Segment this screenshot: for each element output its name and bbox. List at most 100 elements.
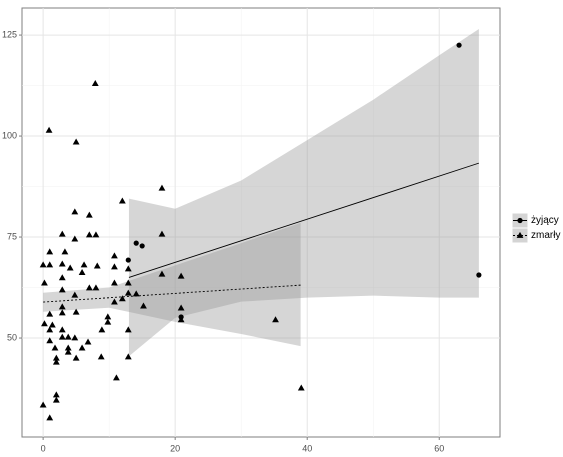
point	[456, 42, 462, 48]
y-tick-label: 100	[2, 130, 17, 140]
x-tick-label: 60	[434, 443, 444, 453]
point	[104, 313, 112, 320]
point	[58, 230, 66, 237]
point	[158, 230, 166, 237]
point	[113, 374, 120, 381]
point	[71, 235, 79, 242]
point	[66, 264, 74, 271]
point	[46, 326, 54, 333]
point	[158, 184, 166, 191]
point	[71, 208, 79, 215]
point	[97, 353, 105, 360]
point	[111, 298, 118, 305]
point	[52, 391, 60, 398]
point	[80, 261, 88, 268]
x-tick-label: 0	[41, 443, 46, 453]
point	[92, 231, 100, 238]
point	[84, 338, 92, 345]
point	[98, 326, 106, 333]
point	[272, 316, 279, 323]
point	[45, 126, 53, 133]
point	[177, 304, 185, 311]
point	[46, 337, 54, 344]
point	[71, 291, 79, 298]
legend-marker	[516, 231, 524, 238]
x-tick-label: 40	[302, 443, 312, 453]
point	[124, 265, 132, 272]
point	[85, 284, 93, 291]
bands	[43, 29, 479, 357]
point	[140, 302, 147, 309]
point	[52, 396, 60, 403]
point	[72, 138, 80, 145]
fit-line	[43, 284, 301, 303]
legend-label: zmarły	[531, 230, 560, 241]
point	[158, 270, 166, 277]
point	[64, 333, 72, 340]
point	[85, 211, 93, 218]
point	[91, 79, 99, 86]
point	[476, 272, 482, 278]
point	[111, 263, 118, 270]
grid	[22, 8, 500, 437]
point	[177, 272, 185, 279]
point	[139, 243, 145, 249]
legend-label: żyjący	[531, 215, 559, 226]
point	[72, 308, 80, 315]
panel	[21, 7, 501, 438]
point	[78, 344, 86, 351]
point	[48, 321, 56, 328]
point	[78, 268, 86, 275]
legend-marker	[517, 217, 523, 224]
point	[124, 353, 132, 360]
point	[46, 261, 54, 268]
point	[46, 248, 54, 255]
point	[124, 289, 132, 296]
fit-line	[128, 162, 480, 278]
point	[71, 334, 79, 341]
point	[133, 240, 139, 246]
marks	[39, 42, 482, 421]
point	[58, 260, 66, 267]
point	[52, 358, 60, 365]
point	[111, 279, 118, 286]
confidence-band	[43, 222, 301, 347]
point	[58, 286, 66, 293]
point	[58, 274, 66, 281]
y-tick-label: 50	[7, 332, 17, 342]
point	[104, 318, 112, 325]
point	[118, 197, 126, 204]
point	[124, 279, 132, 286]
point	[111, 252, 118, 259]
point	[124, 326, 132, 333]
point	[118, 295, 126, 302]
point	[93, 262, 101, 269]
point	[58, 309, 66, 316]
point	[52, 354, 60, 361]
point	[72, 354, 80, 361]
y-tick-label: 125	[2, 29, 17, 39]
point	[41, 279, 48, 286]
point	[92, 284, 100, 291]
point	[58, 303, 66, 310]
point	[58, 333, 66, 340]
point	[61, 248, 69, 255]
point	[297, 384, 305, 391]
point	[51, 344, 59, 351]
point	[39, 261, 47, 268]
point	[177, 316, 185, 323]
point	[46, 310, 54, 317]
legend: żyjący zmarły	[511, 212, 560, 244]
point	[64, 344, 72, 351]
y-tick-label: 75	[7, 231, 17, 241]
point	[41, 320, 48, 327]
confidence-band	[128, 29, 479, 357]
point	[64, 348, 72, 355]
point	[132, 290, 140, 297]
point	[58, 326, 66, 333]
point	[125, 257, 131, 263]
x-tick-label: 20	[170, 443, 180, 453]
point	[46, 414, 54, 421]
point	[39, 401, 47, 408]
